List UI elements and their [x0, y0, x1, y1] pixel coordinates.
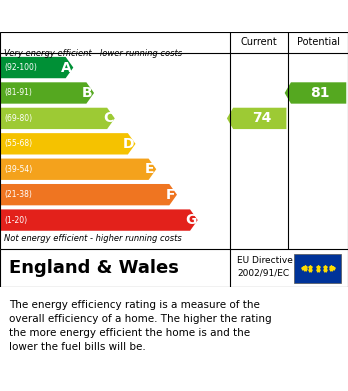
- Text: Energy Efficiency Rating: Energy Efficiency Rating: [9, 7, 238, 25]
- Polygon shape: [0, 57, 73, 78]
- Text: (1-20): (1-20): [5, 215, 27, 224]
- Text: 74: 74: [252, 111, 271, 126]
- Text: (21-38): (21-38): [5, 190, 32, 199]
- Text: (69-80): (69-80): [5, 114, 33, 123]
- Polygon shape: [0, 210, 198, 231]
- Text: Potential: Potential: [296, 38, 340, 47]
- Text: England & Wales: England & Wales: [9, 259, 179, 277]
- Text: EU Directive
2002/91/EC: EU Directive 2002/91/EC: [237, 256, 293, 277]
- Polygon shape: [285, 82, 346, 104]
- Polygon shape: [227, 108, 286, 129]
- Text: (55-68): (55-68): [5, 139, 33, 148]
- Text: Very energy efficient - lower running costs: Very energy efficient - lower running co…: [4, 49, 182, 58]
- Bar: [294, 254, 341, 283]
- Text: Not energy efficient - higher running costs: Not energy efficient - higher running co…: [4, 234, 182, 243]
- Text: D: D: [123, 137, 135, 151]
- Text: A: A: [61, 61, 72, 75]
- Text: B: B: [82, 86, 93, 100]
- Text: The energy efficiency rating is a measure of the
overall efficiency of a home. T: The energy efficiency rating is a measur…: [9, 300, 271, 352]
- Text: 81: 81: [310, 86, 330, 100]
- Text: (92-100): (92-100): [5, 63, 37, 72]
- Text: G: G: [185, 213, 197, 227]
- Text: F: F: [166, 188, 175, 202]
- Text: E: E: [145, 162, 155, 176]
- Polygon shape: [0, 184, 177, 205]
- Text: C: C: [103, 111, 113, 126]
- Text: Current: Current: [241, 38, 278, 47]
- Text: (81-91): (81-91): [5, 88, 32, 97]
- Polygon shape: [0, 133, 135, 154]
- Text: (39-54): (39-54): [5, 165, 33, 174]
- Polygon shape: [0, 108, 115, 129]
- Polygon shape: [0, 82, 94, 104]
- Polygon shape: [0, 159, 156, 180]
